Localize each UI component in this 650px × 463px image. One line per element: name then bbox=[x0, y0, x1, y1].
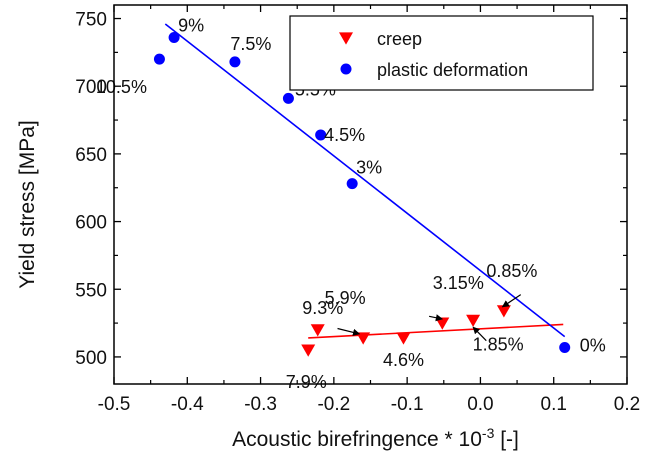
label-arrow bbox=[337, 327, 361, 336]
plastic-deformation-point bbox=[282, 92, 294, 104]
x-axis-title: Acoustic birefringence * 10-3 [-] bbox=[232, 425, 519, 451]
y-tick-label: 550 bbox=[75, 280, 107, 301]
legend-marker-plastic-deformation bbox=[340, 63, 352, 75]
y-tick-label: 750 bbox=[75, 10, 107, 31]
plastic-deformation-point bbox=[315, 129, 327, 141]
plastic-deformation-point bbox=[229, 56, 241, 68]
x-tick-label: -0.4 bbox=[171, 394, 204, 415]
legend-box bbox=[289, 15, 594, 91]
point-label: 0% bbox=[580, 335, 606, 355]
point-annotations: 7.9% 9.3%5.9% 4.6% 3.15% 1.85% 0.85% 10.5% 9% 7.… bbox=[96, 15, 606, 392]
axes: -0.5 -0.4 -0.3 -0.2 -0.1 0.0 0.1 0.2 500 550 600 6… bbox=[75, 4, 640, 415]
y-tick-label: 650 bbox=[75, 145, 107, 166]
point-label: 4.5% bbox=[324, 125, 365, 145]
plastic-deformation-point bbox=[153, 53, 165, 65]
legend-marker-creep bbox=[339, 32, 353, 45]
point-label: 7.9% bbox=[286, 372, 327, 392]
x-axis-title-unit: [-] bbox=[494, 428, 519, 451]
legend-label: creep bbox=[377, 29, 422, 49]
label-arrow bbox=[501, 294, 522, 308]
x-axis-title-main: Acoustic birefringence * 10 bbox=[232, 428, 482, 451]
point-label: 4.6% bbox=[383, 350, 424, 370]
point-label: 0.85% bbox=[486, 261, 537, 281]
creep-point bbox=[466, 314, 481, 328]
fit-lines bbox=[164, 23, 566, 339]
point-label: 9.3% bbox=[302, 298, 343, 318]
y-tick-label: 700 bbox=[75, 77, 107, 98]
point-label: 1.85% bbox=[473, 334, 524, 354]
fit-line-plastic-deformation bbox=[164, 23, 566, 338]
point-label: 3% bbox=[356, 158, 382, 178]
y-tick-label: 600 bbox=[75, 213, 107, 234]
point-label: 9% bbox=[178, 15, 204, 35]
x-axis-title-exponent: -3 bbox=[482, 425, 495, 441]
label-arrow bbox=[429, 314, 444, 322]
point-label: 10.5% bbox=[96, 77, 147, 97]
creep-point bbox=[310, 324, 325, 337]
creep-point bbox=[496, 305, 511, 318]
point-label: 3.15% bbox=[433, 273, 484, 293]
plastic-deformation-point bbox=[346, 178, 358, 190]
creep-point bbox=[396, 332, 411, 345]
x-tick-label: -0.5 bbox=[98, 394, 131, 415]
legend-label: plastic deformation bbox=[377, 60, 528, 80]
creep-point bbox=[435, 317, 450, 330]
y-ticks: 500 550 600 650 700 750 bbox=[75, 10, 627, 369]
x-tick-label: -0.3 bbox=[244, 394, 277, 415]
plastic-deformation-point bbox=[168, 31, 180, 43]
x-ticks: -0.5 -0.4 -0.3 -0.2 -0.1 0.0 0.1 0.2 bbox=[98, 5, 640, 415]
x-tick-label: -0.2 bbox=[317, 394, 350, 415]
y-tick-label: 500 bbox=[75, 348, 107, 369]
x-tick-label: 0.2 bbox=[614, 394, 640, 415]
legend: creep plastic deformation bbox=[289, 15, 594, 91]
fit-line-creep bbox=[308, 323, 564, 339]
plastic-deformation-point bbox=[559, 341, 571, 353]
creep-point bbox=[301, 344, 316, 357]
x-tick-label: 0.0 bbox=[467, 394, 493, 415]
y-axis-title: Yield stress [MPa] bbox=[16, 120, 39, 288]
x-tick-label: 0.1 bbox=[541, 394, 567, 415]
label-arrow bbox=[472, 326, 487, 342]
point-label: 7.5% bbox=[230, 34, 271, 54]
x-tick-label: -0.1 bbox=[391, 394, 424, 415]
point-label: 5.9% bbox=[325, 288, 366, 308]
